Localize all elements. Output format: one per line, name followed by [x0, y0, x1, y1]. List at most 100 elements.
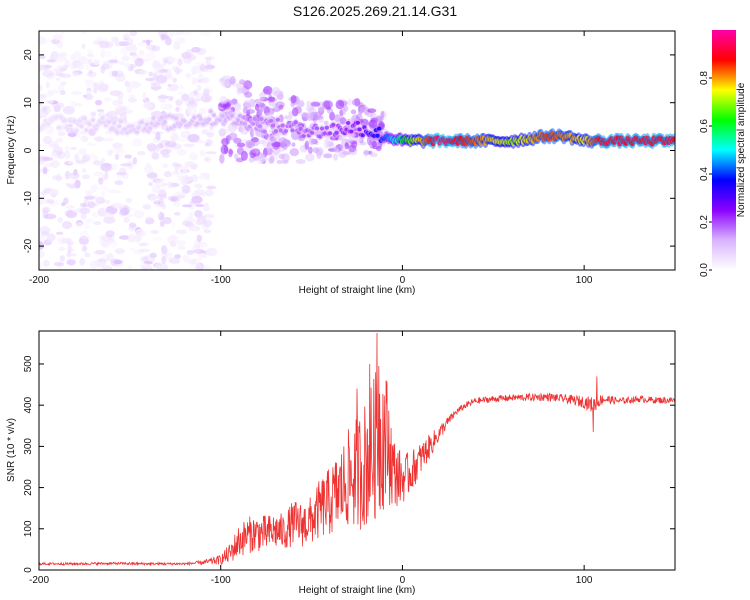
spectrogram-noise-blob — [87, 200, 96, 209]
spectrogram-noise-blob — [103, 97, 112, 102]
spectrogram-noise-blob — [172, 77, 177, 83]
spectrogram-ridge-core — [62, 118, 68, 123]
spectrogram-ridge-core — [219, 114, 225, 119]
spectrogram-mid-blob — [363, 149, 370, 157]
spectrogram-ridge-core — [257, 124, 262, 129]
spectrogram-noise-blob — [94, 136, 104, 142]
spectrogram-ridge-core — [84, 128, 89, 133]
spectrogram-mid-blob — [332, 153, 339, 161]
spectrogram-noise-blob — [126, 86, 133, 93]
spectrogram-noise-blob — [87, 53, 95, 58]
spectrogram-noise-blob — [160, 103, 167, 111]
spectrogram-noise-blob — [97, 258, 107, 263]
spectrogram-mid-blob — [221, 137, 229, 147]
spectrogram-noise-blob — [167, 57, 178, 63]
spectrogram-noise-blob — [161, 203, 167, 210]
spectrogram-noise-blob — [146, 39, 151, 46]
colorbar-bar — [712, 30, 736, 270]
spectrogram-noise-blob — [171, 131, 178, 141]
spectrogram-noise-blob — [66, 183, 79, 188]
spectrogram-noise-blob — [104, 170, 109, 180]
spectrogram-noise-blob — [76, 63, 85, 71]
colorbar: 0.0 0.2 0.4 0.6 0.8 Normalized spectral ampl… — [699, 30, 747, 277]
spectrogram-noise-blob — [162, 248, 169, 253]
spectrogram-noise-blob — [155, 265, 166, 270]
spectrogram-noise-blob — [46, 163, 55, 167]
spectrogram-noise-blob — [101, 63, 110, 71]
spectrogram-ridge-core — [355, 120, 361, 125]
spectrogram-mid-blob — [370, 152, 378, 158]
spectrogram-noise-blob — [101, 265, 113, 270]
spectrogram-noise-blob — [145, 44, 156, 51]
spectrogram-ridge-core — [273, 129, 279, 134]
spectrogram-noise-blob — [66, 250, 72, 259]
spectrogram-noise-blob — [203, 88, 210, 97]
spectrogram-noise-blob — [130, 53, 139, 58]
spectrogram-noise-blob — [123, 216, 130, 223]
spectrogram-noise-blob — [81, 246, 88, 251]
spectrogram-noise-blob — [200, 31, 212, 36]
snr-x-tick-label: -100 — [211, 575, 231, 586]
spectrogram-noise-blob — [190, 261, 201, 269]
spectrogram-noise-blob — [117, 147, 127, 157]
spectrogram-blobs — [39, 31, 675, 270]
spectrogram-ridge-core — [241, 115, 246, 120]
spectrogram-noise-blob — [40, 105, 48, 113]
spectrogram-noise-blob — [118, 235, 131, 240]
spectrogram-noise-blob — [194, 265, 203, 270]
spectrogram-noise-blob — [134, 57, 144, 67]
spectrogram-noise-blob — [46, 59, 57, 63]
spectrogram-noise-blob — [164, 37, 172, 46]
spectrogram-noise-blob — [142, 104, 152, 108]
spectrogram-noise-blob — [105, 230, 115, 238]
spectrogram-noise-blob — [42, 69, 54, 78]
spectrogram-noise-blob — [100, 65, 106, 74]
spectrogram-noise-blob — [65, 253, 78, 257]
spectrogram-noise-blob — [128, 222, 137, 229]
spectrogram-x-tick-label: -100 — [211, 275, 231, 286]
spectrogram-ridge-core — [319, 126, 325, 131]
spectrogram-ridge-core — [357, 127, 362, 132]
spectrogram-noise-blob — [137, 69, 148, 75]
spectrogram-noise-blob — [173, 211, 181, 216]
spectrogram-ridge-core — [159, 115, 164, 120]
snr-y-label: SNR (10 * v/v) — [6, 418, 17, 482]
spectrogram-noise-blob — [42, 207, 50, 214]
spectrogram-noise-blob — [190, 93, 196, 97]
spectrogram-noise-blob — [115, 172, 126, 176]
spectrogram-noise-blob — [87, 58, 93, 65]
spectrogram-mid-blob — [310, 102, 321, 107]
spectrogram-noise-blob — [145, 77, 154, 82]
spectrogram-noise-blob — [84, 195, 96, 200]
spectrogram-mid-blob — [278, 137, 287, 144]
spectrogram-noise-blob — [201, 77, 210, 84]
spectrogram-noise-blob — [186, 249, 195, 255]
spectrogram-noise-blob — [140, 256, 149, 263]
spectrogram-noise-blob — [150, 82, 161, 91]
spectrogram-noise-blob — [181, 184, 191, 194]
spectrogram-mid-blob — [329, 111, 336, 121]
spectrogram-noise-blob — [62, 65, 68, 70]
colorbar-tick-label: 0.8 — [699, 71, 710, 85]
spectrogram-mid-blob — [333, 148, 340, 153]
spectrogram-noise-blob — [101, 254, 109, 263]
spectrogram-noise-blob — [163, 170, 172, 178]
spectrogram-noise-blob — [205, 138, 213, 147]
spectrogram-ridge-core — [56, 125, 61, 130]
spectrogram-noise-blob — [157, 95, 169, 99]
spectrogram-noise-blob — [196, 234, 202, 243]
spectrogram-noise-blob — [130, 46, 138, 52]
spectrogram-noise-blob — [60, 31, 66, 35]
spectrogram-noise-blob — [98, 40, 109, 49]
spectrogram-noise-blob — [163, 216, 172, 225]
spectrogram-noise-blob — [157, 69, 164, 74]
spectrogram-mid-blob — [339, 117, 347, 125]
spectrogram-noise-blob — [114, 248, 126, 255]
spectrogram-noise-blob — [117, 98, 124, 105]
spectrogram-noise-blob — [139, 262, 148, 269]
spectrogram-noise-blob — [178, 84, 184, 90]
spectrogram-noise-blob — [81, 31, 88, 35]
spectrogram-mid-blob — [306, 100, 312, 107]
spectrogram-noise-blob — [57, 217, 63, 224]
spectrogram-mid-blob — [347, 98, 352, 106]
